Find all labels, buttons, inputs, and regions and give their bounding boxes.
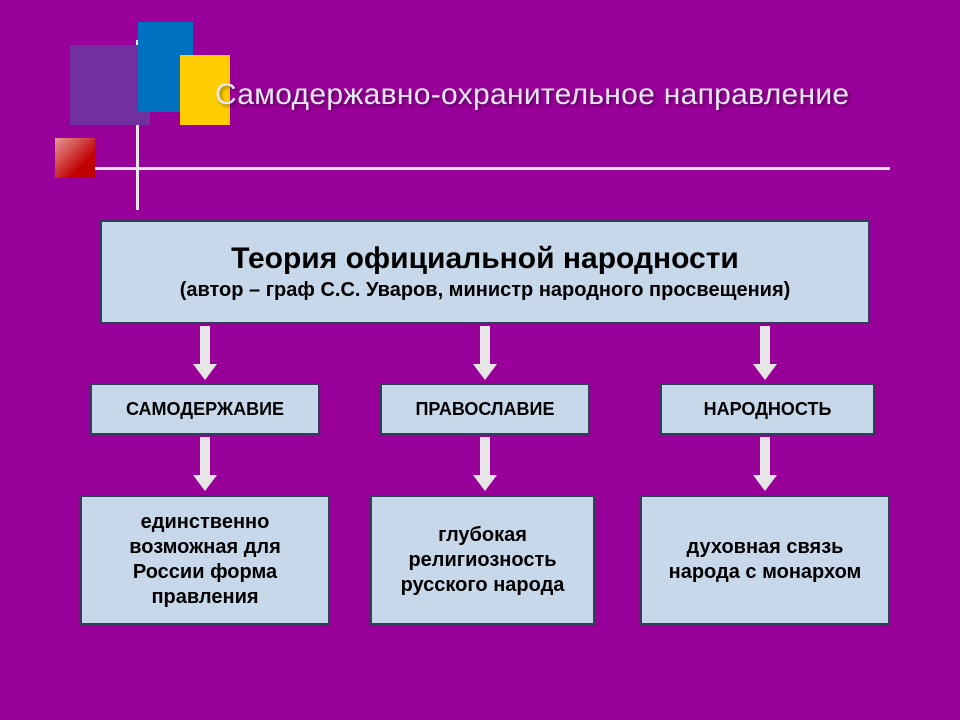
node-main-subheading: (автор – граф С.С. Уваров, министр народ… [180, 279, 791, 302]
node-description-3: духовная связь народа с монархом [640, 495, 890, 625]
node-concept-2: ПРАВОСЛАВИЕ [380, 383, 590, 435]
decor-square-red [55, 138, 95, 178]
node-description-2: глубокая религиозность русского народа [370, 495, 595, 625]
node-main: Теория официальной народности (автор – г… [100, 220, 870, 324]
arrow-main-to-col2 [480, 326, 490, 366]
divider-horizontal [70, 167, 890, 170]
slide: Самодержавно-охранительное направление Т… [0, 0, 960, 720]
slide-title: Самодержавно-охранительное направление [215, 78, 849, 112]
arrow-col3-to-desc3 [760, 437, 770, 477]
node-description-1: единственно возможная для России форма п… [80, 495, 330, 625]
arrow-main-to-col1 [200, 326, 210, 366]
node-main-heading: Теория официальной народности [231, 242, 739, 275]
arrow-col2-to-desc2 [480, 437, 490, 477]
node-concept-3: НАРОДНОСТЬ [660, 383, 875, 435]
arrow-col1-to-desc1 [200, 437, 210, 477]
node-concept-1: САМОДЕРЖАВИЕ [90, 383, 320, 435]
arrow-main-to-col3 [760, 326, 770, 366]
